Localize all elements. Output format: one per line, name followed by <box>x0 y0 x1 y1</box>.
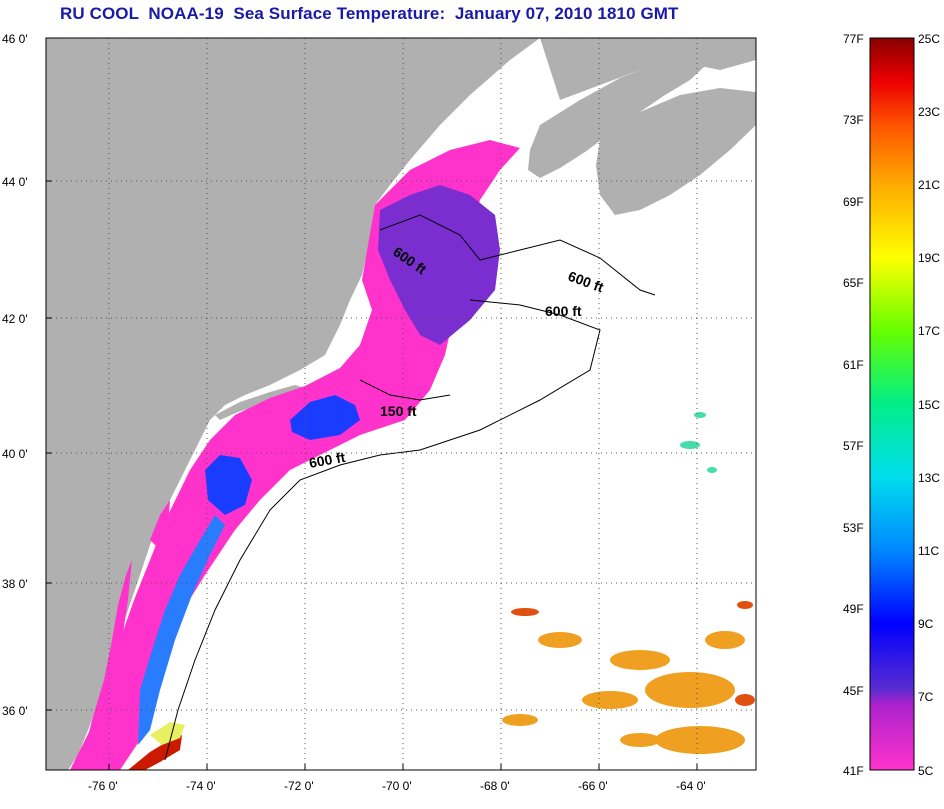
colorbar-c-label: 21C <box>918 178 940 192</box>
colorbar-f-label: 77F <box>843 32 864 46</box>
land-nova-scotia <box>528 58 705 178</box>
map-content: 600 ft 600 ft 600 ft 150 ft 600 ft <box>46 38 756 770</box>
sst-hatteras-yellow <box>150 722 185 745</box>
colorbar-c-label: 5C <box>918 764 934 778</box>
sst-blue-patch-nj <box>205 455 252 515</box>
colorbar-c-label: 7C <box>918 690 934 704</box>
colorbar-c-label: 13C <box>918 471 940 485</box>
lat-label: 42 0' <box>2 312 28 326</box>
sst-gulf-stream-patches <box>502 631 745 754</box>
colorbar-f-label: 69F <box>843 195 864 209</box>
isobath-lines <box>164 214 656 761</box>
lon-label: -70 0' <box>382 779 412 793</box>
colorbar-f-label: 65F <box>843 276 864 290</box>
colorbar-f-label: 61F <box>843 358 864 372</box>
lat-label: 40 0' <box>2 447 28 461</box>
sst-blue-strip-shelf <box>138 515 225 745</box>
lon-label: -72 0' <box>284 779 314 793</box>
colorbar <box>869 37 915 771</box>
colorbar-f-label: 41F <box>843 764 864 778</box>
colorbar-c-label: 9C <box>918 617 934 631</box>
lat-label: 38 0' <box>2 577 28 591</box>
map-title: RU COOL NOAA-19 Sea Surface Temperature:… <box>60 4 679 23</box>
colorbar-f-label: 73F <box>843 113 864 127</box>
land-cape-breton <box>596 88 756 215</box>
colorbar-c-label: 25C <box>918 32 940 46</box>
colorbar-c-label: 11C <box>918 544 939 558</box>
lon-label: -64 0' <box>676 779 706 793</box>
graticule <box>46 38 756 770</box>
sst-red-patches <box>511 601 755 706</box>
colorbar-f-label: 53F <box>843 521 864 535</box>
lon-label: -68 0' <box>480 779 510 793</box>
colorbar-c-label: 19C <box>918 251 940 265</box>
lon-label: -74 0' <box>186 779 216 793</box>
colorbar-c-label: 17C <box>918 324 940 338</box>
colorbar-c-label: 15C <box>918 398 940 412</box>
lat-label: 46 0' <box>2 32 28 46</box>
sst-gulf-of-maine <box>378 185 500 345</box>
land-canada-north <box>540 38 756 100</box>
isobath-label: 600 ft <box>545 303 582 319</box>
axis-ticks <box>46 37 698 770</box>
lon-label: -66 0' <box>578 779 608 793</box>
isobath-label: 150 ft <box>380 403 417 419</box>
colorbar-f-label: 49F <box>843 602 864 616</box>
colorbar-f-label: 45F <box>843 684 864 698</box>
lat-label: 36 0' <box>2 704 28 718</box>
colorbar-c-label: 23C <box>918 105 940 119</box>
map-frame <box>45 37 757 771</box>
colorbar-f-label: 57F <box>843 439 864 453</box>
sst-hatteras-warm <box>128 735 182 770</box>
lat-label: 44 0' <box>2 175 28 189</box>
lon-label: -76 0' <box>88 779 118 793</box>
sst-blue-patch-southern-ne <box>290 395 360 440</box>
isobath-label: 600 ft <box>308 449 347 471</box>
delaware-bay <box>150 500 170 548</box>
land-us-mainland <box>46 38 540 770</box>
chesapeake-bay <box>80 560 132 770</box>
